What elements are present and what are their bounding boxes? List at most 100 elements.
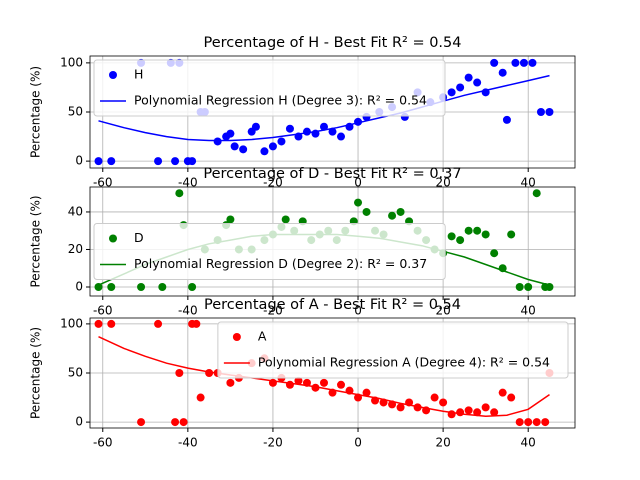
x-tick-label: 20 <box>435 436 450 450</box>
point <box>226 129 235 138</box>
point <box>490 408 499 417</box>
x-tick-label: 40 <box>521 176 536 190</box>
y-tick-label: 0 <box>75 279 83 293</box>
x-tick-label: 40 <box>521 304 536 318</box>
x-tick-label: -20 <box>263 176 283 190</box>
point <box>188 157 197 166</box>
point <box>524 418 533 427</box>
point <box>260 147 269 156</box>
y-axis-label: Percentage (%) <box>29 195 43 287</box>
x-tick-label: -20 <box>263 304 283 318</box>
x-tick-label: 20 <box>435 176 450 190</box>
point <box>137 418 146 427</box>
point <box>192 319 201 328</box>
point <box>507 393 516 402</box>
subplot: -60 -40 -20 0 20 40 0 50 100 Percentage of H - Be… <box>29 35 576 190</box>
point <box>175 189 184 198</box>
y-tick-label: 40 <box>68 204 83 218</box>
x-tick-label: -20 <box>263 436 283 450</box>
point <box>511 58 520 67</box>
point <box>507 230 516 239</box>
x-tick-label: -40 <box>178 304 198 318</box>
point <box>285 380 294 389</box>
fit-line <box>98 74 550 142</box>
point <box>107 157 116 166</box>
point <box>464 73 473 82</box>
point <box>226 215 235 224</box>
y-tick-label: 100 <box>60 316 83 330</box>
y-tick-label: 0 <box>75 415 83 429</box>
legend-label: Polynomial Regression A (Degree 4): R² =… <box>258 355 550 370</box>
x-tick-label: -40 <box>178 436 198 450</box>
point <box>337 132 346 141</box>
point <box>456 83 465 92</box>
legend-label: H <box>134 67 143 82</box>
point <box>464 226 473 235</box>
point <box>285 124 294 133</box>
point <box>230 142 239 151</box>
point <box>362 388 371 397</box>
point <box>251 122 260 131</box>
point <box>464 406 473 415</box>
point <box>281 215 290 224</box>
point <box>294 376 303 385</box>
chart-title: Percentage of H - Best Fit R² = 0.54 <box>204 35 462 51</box>
point <box>137 282 146 291</box>
point <box>213 137 222 146</box>
x-tick-label: -60 <box>93 176 113 190</box>
point <box>94 157 103 166</box>
point <box>473 226 482 235</box>
legend-label: D <box>134 230 144 245</box>
legend-label: Polynomial Regression D (Degree 2): R² =… <box>134 256 427 271</box>
point <box>362 207 371 216</box>
point <box>481 403 490 412</box>
point <box>541 418 550 427</box>
point <box>515 282 524 291</box>
point <box>171 157 180 166</box>
point <box>107 282 116 291</box>
x-tick-label: 20 <box>435 304 450 318</box>
point <box>158 282 167 291</box>
point <box>311 383 320 392</box>
point <box>413 403 422 412</box>
point <box>154 319 163 328</box>
point <box>188 282 197 291</box>
point <box>524 282 533 291</box>
point <box>154 157 163 166</box>
axes-frame <box>89 186 576 297</box>
x-tick-label: 0 <box>354 176 362 190</box>
point <box>498 388 507 397</box>
point <box>107 319 116 328</box>
legend-box <box>217 321 569 379</box>
y-tick-label: 100 <box>60 55 83 69</box>
point <box>473 78 482 87</box>
point <box>179 418 188 427</box>
point <box>328 127 337 136</box>
y-tick-label: 20 <box>68 242 83 256</box>
point <box>481 230 490 239</box>
subplot: -60 -40 -20 0 20 40 0 20 40 Percentage of D - Bes… <box>29 166 576 318</box>
y-tick-label: 50 <box>68 366 83 380</box>
point <box>439 398 448 407</box>
y-tick-label: 0 <box>75 154 83 168</box>
subplot: -60 -40 -20 0 20 40 0 50 100 Percentage of A - Be… <box>29 297 576 450</box>
point <box>396 207 405 216</box>
point <box>268 142 277 151</box>
point <box>498 68 507 77</box>
point <box>171 418 180 427</box>
point <box>319 122 328 131</box>
point <box>536 108 545 116</box>
x-tick-label: -60 <box>93 304 113 318</box>
legend: D Polynomial Regression D (Degree 2): R² … <box>93 223 446 280</box>
point <box>456 236 465 245</box>
point <box>490 58 499 67</box>
point <box>473 408 482 417</box>
legend: H Polynomial Regression H (Degree 3): R² … <box>93 59 446 117</box>
fit-line <box>98 336 550 417</box>
x-tick-label: -60 <box>93 436 113 450</box>
y-tick-label: 50 <box>68 105 83 119</box>
x-tick-label: -40 <box>178 176 198 190</box>
point <box>545 108 554 116</box>
point <box>337 380 346 389</box>
